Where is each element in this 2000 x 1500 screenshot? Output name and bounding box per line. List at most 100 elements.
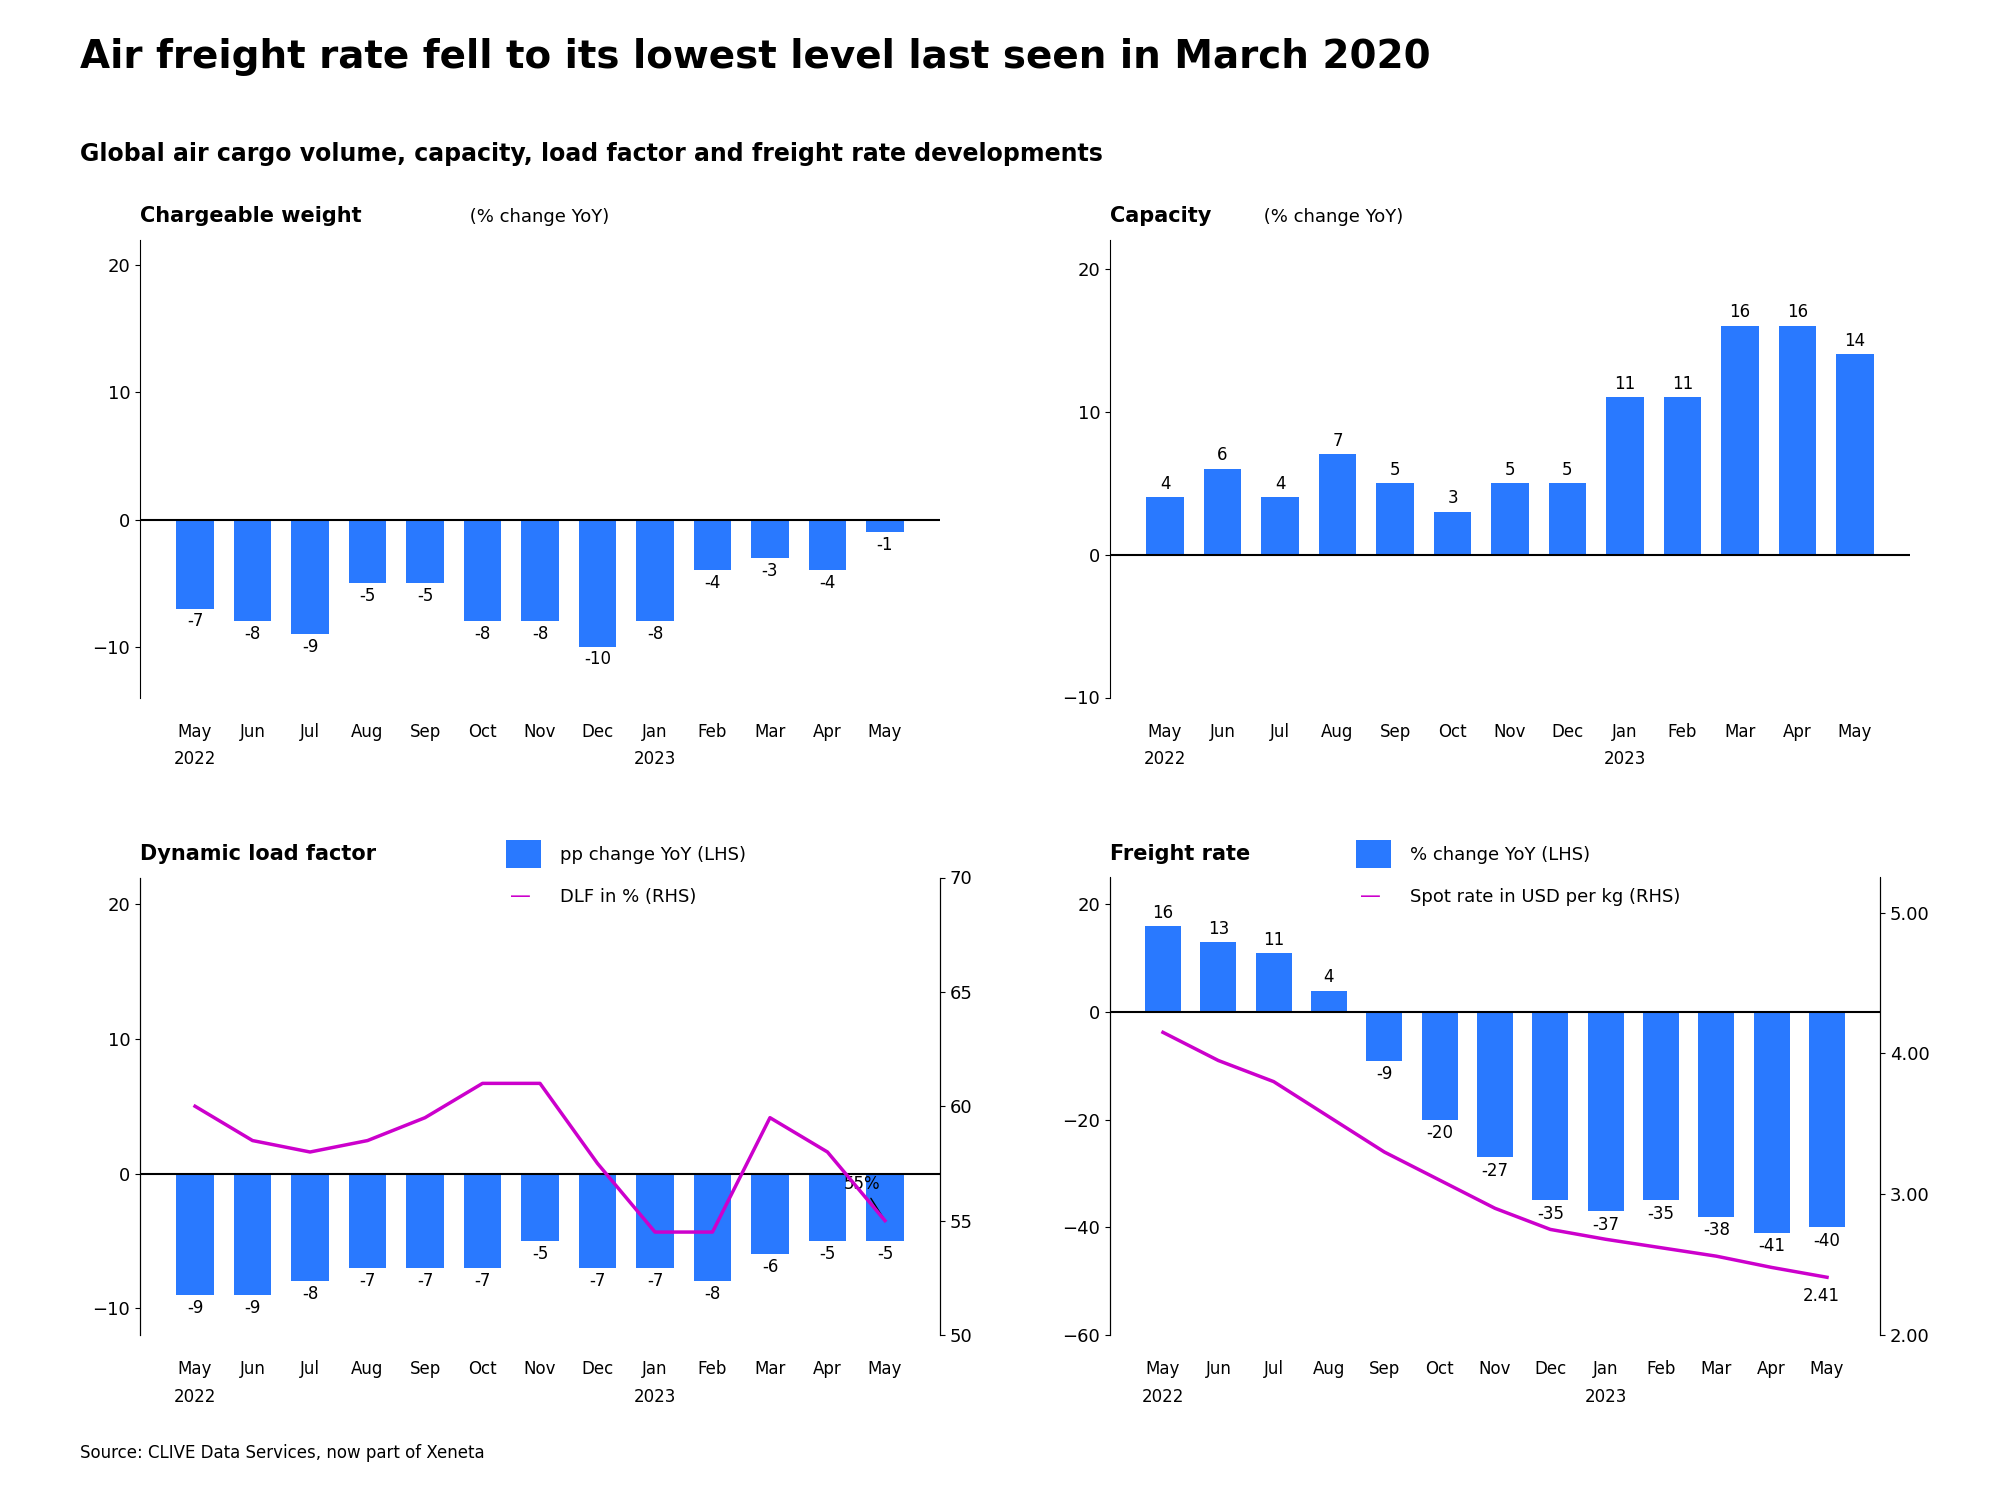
Bar <box>1262 498 1298 555</box>
Text: Apr: Apr <box>814 1360 842 1378</box>
Text: 5: 5 <box>1562 460 1572 478</box>
Text: May: May <box>178 1360 212 1378</box>
Text: Feb: Feb <box>1646 1360 1676 1378</box>
Text: -5: -5 <box>820 1245 836 1263</box>
Text: Nov: Nov <box>1478 1360 1512 1378</box>
Bar <box>234 1173 272 1294</box>
Text: 2022: 2022 <box>174 750 216 768</box>
Bar <box>1754 1013 1790 1233</box>
Text: -8: -8 <box>704 1286 720 1304</box>
Bar <box>1366 1013 1402 1060</box>
Text: 7: 7 <box>1332 432 1342 450</box>
Text: 6: 6 <box>1218 447 1228 465</box>
Text: 2023: 2023 <box>1604 750 1646 768</box>
Text: DLF in % (RHS): DLF in % (RHS) <box>560 888 696 906</box>
Text: Mar: Mar <box>754 1360 786 1378</box>
Bar <box>234 519 272 621</box>
Text: Jul: Jul <box>1264 1360 1284 1378</box>
Text: Aug: Aug <box>352 1360 384 1378</box>
Text: Nov: Nov <box>1494 723 1526 741</box>
Bar <box>1588 1013 1624 1210</box>
Text: Oct: Oct <box>468 1360 496 1378</box>
Text: pp change YoY (LHS): pp change YoY (LHS) <box>560 846 746 864</box>
Bar <box>522 519 558 621</box>
Text: 55%: 55% <box>844 1174 884 1218</box>
Bar <box>694 1173 732 1281</box>
Text: -5: -5 <box>360 586 376 604</box>
Bar <box>176 519 214 609</box>
Bar <box>1698 1013 1734 1217</box>
Text: Aug: Aug <box>352 723 384 741</box>
Bar <box>1376 483 1414 555</box>
Text: Aug: Aug <box>1322 723 1354 741</box>
Text: 5: 5 <box>1390 460 1400 478</box>
Text: Air freight rate fell to its lowest level last seen in March 2020: Air freight rate fell to its lowest leve… <box>80 38 1430 75</box>
Bar <box>808 1173 846 1240</box>
Text: 4: 4 <box>1324 968 1334 986</box>
Text: -5: -5 <box>876 1245 894 1263</box>
Text: Jul: Jul <box>1270 723 1290 741</box>
Bar <box>636 519 674 621</box>
Bar <box>348 519 386 584</box>
Text: Feb: Feb <box>698 723 728 741</box>
Text: -7: -7 <box>474 1272 490 1290</box>
Text: Jun: Jun <box>1210 723 1236 741</box>
Text: 2023: 2023 <box>1584 1388 1626 1406</box>
Text: 16: 16 <box>1152 903 1174 921</box>
Text: -8: -8 <box>244 626 260 644</box>
Text: May: May <box>868 723 902 741</box>
Text: Dec: Dec <box>1534 1360 1566 1378</box>
Text: May: May <box>1838 723 1872 741</box>
Text: -3: -3 <box>762 561 778 579</box>
Text: 11: 11 <box>1264 930 1284 948</box>
Text: 2022: 2022 <box>1144 750 1186 768</box>
Text: -9: -9 <box>302 638 318 656</box>
Bar <box>1836 354 1874 555</box>
Text: Apr: Apr <box>1784 723 1812 741</box>
Text: 4: 4 <box>1274 476 1286 494</box>
Text: Jan: Jan <box>642 723 668 741</box>
Text: Chargeable weight: Chargeable weight <box>140 207 362 226</box>
Bar <box>1422 1013 1458 1119</box>
Text: Dynamic load factor: Dynamic load factor <box>140 844 376 864</box>
Bar <box>1664 398 1702 555</box>
Text: -7: -7 <box>186 612 204 630</box>
Text: -35: -35 <box>1536 1204 1564 1222</box>
Text: 16: 16 <box>1730 303 1750 321</box>
Text: -8: -8 <box>474 626 490 644</box>
Text: Jun: Jun <box>240 1360 266 1378</box>
Text: 13: 13 <box>1208 920 1228 938</box>
Bar <box>176 1173 214 1294</box>
Bar <box>1200 942 1236 1012</box>
Bar <box>406 519 444 584</box>
Text: Freight rate: Freight rate <box>1110 844 1250 864</box>
Bar <box>464 519 502 621</box>
Text: Jan: Jan <box>1612 723 1638 741</box>
Text: Oct: Oct <box>1438 723 1466 741</box>
Bar <box>808 519 846 570</box>
Text: 11: 11 <box>1614 375 1636 393</box>
Text: Sep: Sep <box>1380 723 1410 741</box>
Bar <box>522 1173 558 1240</box>
Text: -5: -5 <box>416 586 434 604</box>
Text: -35: -35 <box>1648 1204 1674 1222</box>
Text: May: May <box>178 723 212 741</box>
Text: May: May <box>1810 1360 1844 1378</box>
Bar <box>292 519 328 634</box>
Text: Nov: Nov <box>524 1360 556 1378</box>
Text: -8: -8 <box>532 626 548 644</box>
Text: Jun: Jun <box>1206 1360 1232 1378</box>
Text: 4: 4 <box>1160 476 1170 494</box>
Text: -10: -10 <box>584 651 610 669</box>
Text: -41: -41 <box>1758 1238 1786 1256</box>
Text: -7: -7 <box>416 1272 434 1290</box>
Text: Aug: Aug <box>1312 1360 1346 1378</box>
Text: 5: 5 <box>1504 460 1516 478</box>
Text: Spot rate in USD per kg (RHS): Spot rate in USD per kg (RHS) <box>1410 888 1680 906</box>
Text: Mar: Mar <box>1700 1360 1732 1378</box>
Text: -37: -37 <box>1592 1215 1620 1233</box>
Bar <box>1778 326 1816 555</box>
Text: May: May <box>1146 1360 1180 1378</box>
Text: -9: -9 <box>1376 1065 1392 1083</box>
Text: Jul: Jul <box>300 723 320 741</box>
